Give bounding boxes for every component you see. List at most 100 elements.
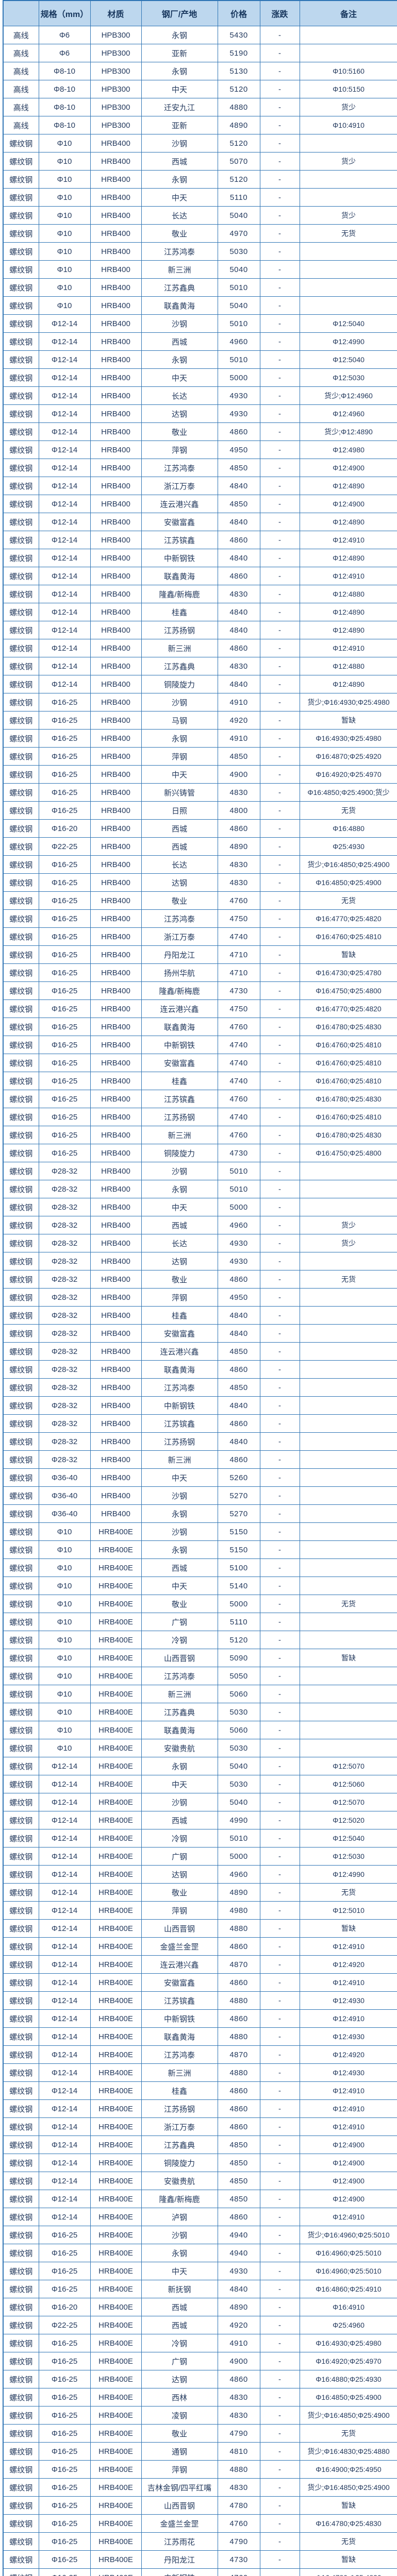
cell-mill: 联鑫黄海 [141, 1360, 218, 1379]
cell-change: - [259, 1486, 300, 1505]
cell-product: 螺纹钢 [3, 2244, 39, 2262]
cell-mill: 西城 [141, 1811, 218, 1829]
cell-product: 螺纹钢 [3, 945, 39, 964]
cell-price: 5100 [217, 1558, 260, 1577]
cell-spec: Φ12-14 [38, 531, 91, 549]
cell-remark: 无货 [299, 1595, 397, 1613]
cell-material: HRB400E [90, 1613, 142, 1631]
cell-change: - [259, 386, 300, 405]
cell-mill: 山西晋钢 [141, 1919, 218, 1938]
cell-change: - [259, 2027, 300, 2046]
cell-product: 螺纹钢 [3, 2226, 39, 2244]
cell-change: - [259, 1360, 300, 1379]
cell-spec: Φ12-14 [38, 495, 91, 513]
cell-price: 5000 [217, 1595, 260, 1613]
cell-remark: Φ12:5030 [299, 368, 397, 387]
cell-mill: 桂鑫 [141, 1072, 218, 1090]
cell-price: 4900 [217, 765, 260, 784]
cell-mill: 江苏镔鑫 [141, 1414, 218, 1433]
cell-change: - [259, 1757, 300, 1775]
cell-change: - [259, 495, 300, 513]
cell-remark: 货少 [299, 98, 397, 116]
cell-price: 4710 [217, 963, 260, 982]
cell-change: - [259, 2550, 300, 2569]
cell-spec: Φ16-25 [38, 891, 91, 910]
cell-material: HRB400 [90, 332, 142, 351]
cell-product: 螺纹钢 [3, 1522, 39, 1541]
cell-change: - [259, 206, 300, 225]
cell-spec: Φ12-14 [38, 350, 91, 369]
table-row: 螺纹钢 Φ28-32 HRB400 永钢 5010 - [3, 1180, 397, 1198]
cell-change: - [259, 2063, 300, 2082]
cell-product: 螺纹钢 [3, 603, 39, 621]
cell-remark: 无货 [299, 2532, 397, 2551]
cell-spec: Φ16-25 [38, 2424, 91, 2443]
cell-change: - [259, 2352, 300, 2370]
table-row: 螺纹钢 Φ12-14 HRB400 新三洲 4860 - Φ12:4910 [3, 639, 397, 657]
cell-material: HRB400 [90, 1342, 142, 1361]
cell-mill: 丹阳龙江 [141, 945, 218, 964]
cell-price: 4840 [217, 2280, 260, 2298]
table-row: 螺纹钢 Φ36-40 HRB400 中天 5260 - [3, 1468, 397, 1487]
cell-material: HRB400 [90, 783, 142, 802]
cell-remark [299, 1396, 397, 1415]
cell-remark: 货少;Φ12:4960 [299, 386, 397, 405]
cell-change: - [259, 224, 300, 243]
cell-material: HRB400 [90, 639, 142, 657]
table-row: 螺纹钢 Φ28-32 HRB400 中天 5000 - [3, 1198, 397, 1216]
cell-price: 4840 [217, 1324, 260, 1343]
cell-spec: Φ16-25 [38, 2262, 91, 2280]
cell-material: HRB400E [90, 2334, 142, 2352]
cell-remark: Φ12:5070 [299, 1793, 397, 1811]
table-row: 高线 Φ8-10 HPB300 迁安九江 4880 - 货少 [3, 98, 397, 116]
cell-mill: 隆鑫/新梅鹿 [141, 981, 218, 1000]
cell-change: - [259, 585, 300, 603]
table-row: 螺纹钢 Φ10 HRB400E 新三洲 5060 - [3, 1685, 397, 1703]
cell-product: 螺纹钢 [3, 549, 39, 567]
cell-spec: Φ12-14 [38, 639, 91, 657]
cell-material: HRB400 [90, 657, 142, 675]
table-row: 螺纹钢 Φ10 HRB400 长达 5040 - 货少 [3, 206, 397, 225]
cell-remark: Φ12:4900 [299, 459, 397, 477]
cell-spec: Φ16-25 [38, 1072, 91, 1090]
cell-price: 4960 [217, 1216, 260, 1234]
table-row: 螺纹钢 Φ10 HRB400E 沙钢 5150 - [3, 1522, 397, 1541]
cell-product: 螺纹钢 [3, 2154, 39, 2172]
cell-material: HRB400E [90, 2442, 142, 2461]
cell-product: 螺纹钢 [3, 2280, 39, 2298]
table-row: 螺纹钢 Φ12-14 HRB400E 安徽富鑫 4860 - Φ12:4910 [3, 1973, 397, 1992]
cell-spec: Φ28-32 [38, 1432, 91, 1451]
cell-price: 4860 [217, 639, 260, 657]
cell-price: 5000 [217, 1847, 260, 1866]
table-row: 螺纹钢 Φ10 HRB400E 西城 5100 - [3, 1558, 397, 1577]
cell-price: 4870 [217, 1955, 260, 1974]
cell-product: 螺纹钢 [3, 2208, 39, 2226]
cell-change: - [259, 2172, 300, 2190]
cell-change: - [259, 2280, 300, 2298]
cell-price: 5030 [217, 1775, 260, 1793]
table-row: 螺纹钢 Φ36-40 HRB400 永钢 5270 - [3, 1504, 397, 1523]
cell-spec: Φ10 [38, 1721, 91, 1739]
cell-material: HRB400 [90, 1324, 142, 1343]
cell-material: HRB400 [90, 891, 142, 910]
cell-change: - [259, 368, 300, 387]
cell-material: HRB400 [90, 729, 142, 748]
cell-material: HPB300 [90, 26, 142, 44]
cell-spec: Φ10 [38, 1649, 91, 1667]
cell-mill: 江苏镔鑫 [141, 1090, 218, 1108]
cell-material: HRB400 [90, 765, 142, 784]
cell-mill: 铜陵旋力 [141, 675, 218, 693]
table-row: 螺纹钢 Φ28-32 HRB400 达钢 4930 - [3, 1252, 397, 1270]
cell-change: - [259, 1090, 300, 1108]
cell-change: - [259, 1739, 300, 1757]
cell-change: - [259, 170, 300, 189]
table-row: 螺纹钢 Φ10 HRB400 中天 5110 - [3, 188, 397, 207]
cell-product: 螺纹钢 [3, 1108, 39, 1126]
cell-material: HRB400 [90, 1036, 142, 1054]
cell-spec: Φ16-25 [38, 2334, 91, 2352]
cell-price: 4880 [217, 2027, 260, 2046]
cell-price: 4710 [217, 945, 260, 964]
cell-mill: 江苏鸿泰 [141, 1378, 218, 1397]
table-row: 螺纹钢 Φ12-14 HRB400E 新三洲 4880 - Φ12:4930 [3, 2063, 397, 2082]
cell-price: 4950 [217, 1288, 260, 1307]
